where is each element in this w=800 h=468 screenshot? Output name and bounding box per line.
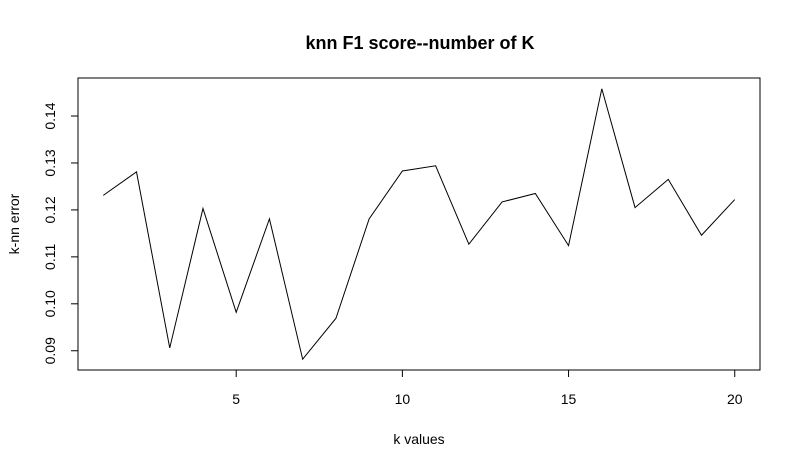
x-axis-label: k values: [393, 431, 444, 447]
x-tick-label: 15: [561, 391, 577, 407]
plot-frame: [77, 77, 761, 371]
y-axis-label: k-nn error: [6, 193, 22, 254]
x-tick-label: 20: [727, 391, 743, 407]
y-tick-label: 0.13: [42, 149, 58, 176]
y-tick-label: 0.11: [42, 244, 58, 270]
x-tick-label: 10: [395, 391, 411, 407]
y-axis: 0.09 0.10 0.11 0.12 0.13 0.14: [42, 102, 79, 364]
y-tick-label: 0.14: [42, 102, 58, 129]
x-tick-label: 5: [232, 391, 240, 407]
x-axis: 5 10 15 20: [232, 369, 743, 407]
chart-title: knn F1 score--number of K: [305, 33, 534, 53]
series-line: [102, 88, 736, 361]
y-tick-label: 0.09: [42, 337, 58, 364]
y-tick-label: 0.12: [42, 196, 58, 223]
y-tick-label: 0.10: [42, 290, 58, 317]
